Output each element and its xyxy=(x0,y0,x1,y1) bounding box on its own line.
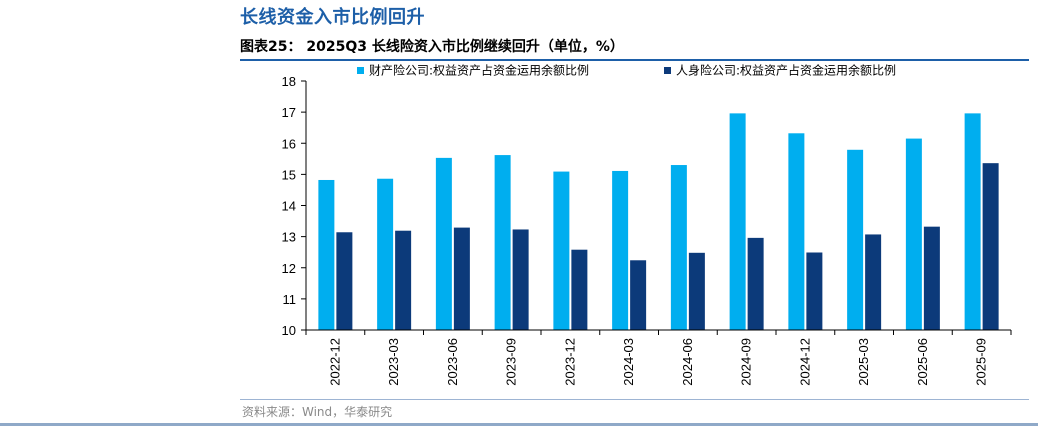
bar-property-insurance xyxy=(553,171,570,330)
x-tick-label: 2024-03 xyxy=(621,338,636,386)
y-tick-label: 15 xyxy=(282,167,296,182)
bar-life-insurance xyxy=(336,232,353,330)
y-tick-label: 11 xyxy=(283,292,297,307)
bars xyxy=(318,113,999,331)
y-axis: 10 11 12 13 14 15 16 17 18 xyxy=(282,74,307,338)
x-tick-label: 2025-03 xyxy=(856,338,871,386)
y-tick-label: 12 xyxy=(282,261,296,276)
bar-life-insurance xyxy=(982,163,999,330)
legend-swatch xyxy=(357,67,364,74)
source-divider xyxy=(240,399,1029,400)
source-note: 资料来源：Wind，华泰研究 xyxy=(242,405,393,419)
bar-property-insurance xyxy=(964,113,981,331)
legend-swatch xyxy=(664,67,671,74)
x-tick-label: 2024-12 xyxy=(797,338,812,386)
title-divider xyxy=(240,59,1029,61)
x-tick-label: 2022-12 xyxy=(327,338,342,386)
x-axis: 2022-12 2023-03 2023-06 2023-09 2023-12 2024-… xyxy=(305,329,1012,386)
bar-property-insurance xyxy=(905,138,922,330)
x-tick-label: 2023-06 xyxy=(445,338,460,386)
bar-property-insurance xyxy=(729,113,746,331)
bar-life-insurance xyxy=(512,229,529,330)
bar-property-insurance xyxy=(377,178,394,330)
bar-property-insurance xyxy=(435,157,452,330)
bar-life-insurance xyxy=(453,227,470,330)
x-tick-label: 2023-09 xyxy=(504,338,519,386)
legend: 财产险公司:权益资产占资金运用余额比例 人身险公司:权益资产占资金运用余额比例 xyxy=(357,63,896,78)
x-tick-label: 2025-09 xyxy=(974,338,989,386)
bar-life-insurance xyxy=(806,252,823,330)
bar-property-insurance xyxy=(847,149,864,330)
y-tick-label: 16 xyxy=(282,136,296,151)
x-tick-label: 2024-09 xyxy=(739,338,754,386)
x-tick-label: 2025-06 xyxy=(915,338,930,386)
bar-life-insurance xyxy=(395,230,412,330)
y-tick-label: 10 xyxy=(282,323,296,338)
x-tick-label: 2023-12 xyxy=(562,338,577,386)
bar-life-insurance xyxy=(688,252,705,330)
legend-label: 财产险公司:权益资产占资金运用余额比例 xyxy=(369,63,589,78)
headline: 长线资金入市比例回升 xyxy=(240,7,425,28)
legend-label: 人身险公司:权益资产占资金运用余额比例 xyxy=(676,63,896,78)
x-tick-label: 2023-03 xyxy=(386,338,401,386)
y-tick-label: 13 xyxy=(282,230,296,245)
bar-life-insurance xyxy=(923,226,940,330)
bar-property-insurance xyxy=(494,155,511,330)
bar-property-insurance xyxy=(788,133,805,330)
bar-life-insurance xyxy=(630,260,647,330)
bar-life-insurance xyxy=(747,237,764,330)
bar-property-insurance xyxy=(670,165,687,330)
x-tick-label: 2024-06 xyxy=(680,338,695,386)
y-tick-label: 18 xyxy=(282,74,296,89)
bar-life-insurance xyxy=(865,234,882,330)
footer-divider xyxy=(0,423,1038,426)
bar-property-insurance xyxy=(318,179,335,330)
bar-life-insurance xyxy=(571,249,588,330)
figure-title: 图表25： 2025Q3 长线险资入市比例继续回升（单位，%） xyxy=(240,39,624,55)
y-tick-label: 14 xyxy=(282,199,296,214)
bar-property-insurance xyxy=(612,170,629,330)
y-tick-label: 17 xyxy=(282,105,296,120)
